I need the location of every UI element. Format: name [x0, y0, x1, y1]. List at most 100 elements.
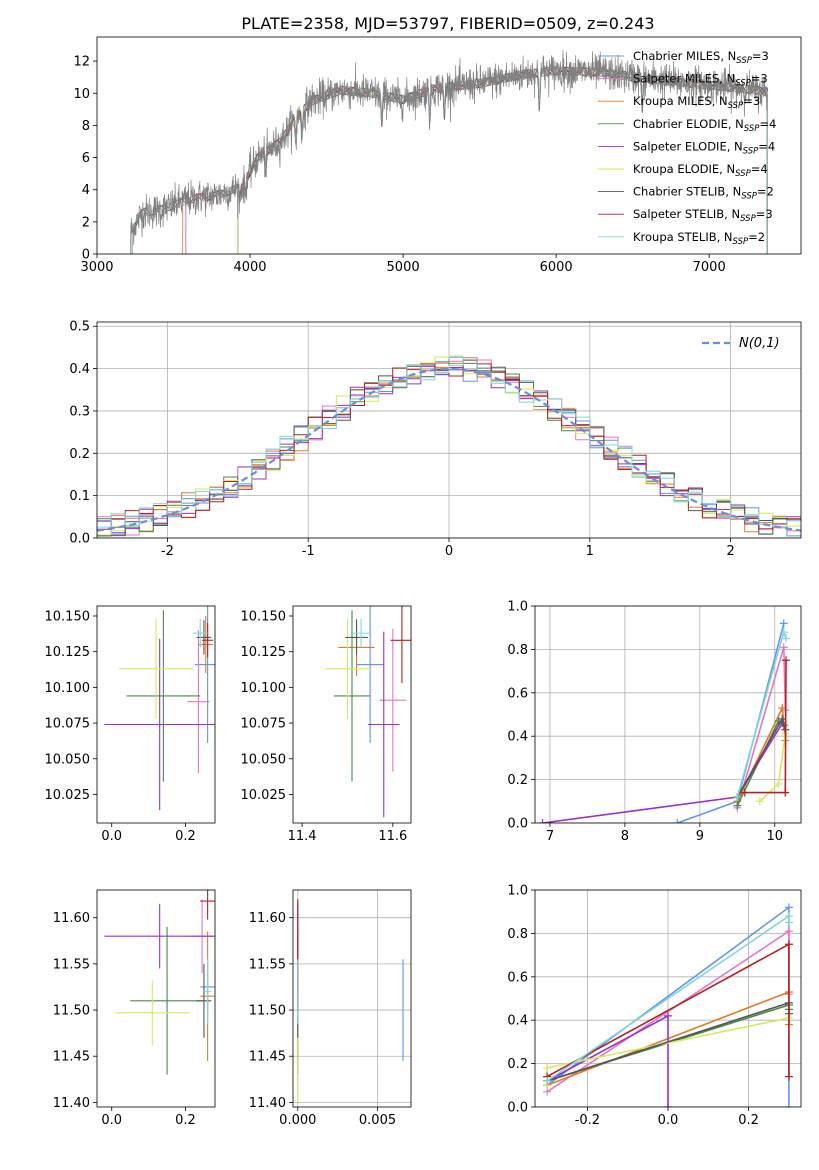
- y-tick-label: 11.55: [249, 957, 286, 972]
- data-point-marker: [784, 927, 793, 936]
- data-point-marker: [733, 792, 742, 801]
- y-tick-label: 0.1: [69, 489, 90, 504]
- data-point-marker: [740, 788, 749, 797]
- x-tick-label: 0.2: [175, 829, 196, 844]
- legend-nssp-value: =4: [751, 162, 768, 176]
- legend-label: Kroupa MILES, NSSP=3: [633, 94, 760, 111]
- x-tick-label: 0.0: [101, 829, 122, 844]
- y-tick-label: 12: [73, 55, 90, 70]
- y-tick-label: 0.6: [507, 970, 528, 985]
- x-tick-label: 8: [621, 829, 629, 844]
- mass-weight-line: [759, 733, 787, 802]
- legend-label: N(0,1): [739, 336, 780, 351]
- legend-label: Kroupa ELODIE, NSSP=4: [633, 162, 768, 179]
- y-tick-label: 8: [82, 119, 90, 134]
- x-tick-label: 7000: [693, 260, 726, 275]
- legend-label: Chabrier STELIB, NSSP=2: [633, 185, 774, 202]
- legend-nssp-subscript: SSP: [740, 214, 756, 224]
- x-tick-label: 7: [546, 829, 554, 844]
- histogram-step-line: [97, 357, 801, 528]
- y-tick-label: 11.60: [249, 911, 286, 926]
- data-point-marker: [543, 1063, 552, 1072]
- legend-nssp-label: , N: [725, 185, 741, 199]
- panel-massweight-vs-Z: -0.2 0.0 0.2 0.0 0.2 0.4 0.6 0.8 1.0: [507, 884, 802, 1128]
- plot-area-massweight-vs-Z: [535, 890, 801, 1107]
- observed-spectrum-line: [130, 49, 768, 254]
- data-point-marker: [779, 643, 788, 652]
- x-tick-label: 9: [696, 829, 704, 844]
- legend-nssp-subscript: SSP: [728, 101, 744, 111]
- legend-nssp-value: =3: [756, 207, 773, 221]
- legend-label: Chabrier ELODIE, NSSP=4: [633, 117, 776, 134]
- plot-area-spectrum: [130, 49, 768, 254]
- legend-series-name: Chabrier MILES: [633, 49, 720, 63]
- legend-label: Salpeter STELIB, NSSP=3: [633, 207, 773, 224]
- data-point-marker: [664, 1011, 672, 1020]
- y-tick-label: 1.0: [507, 884, 528, 899]
- y-tick-label: 10.125: [241, 645, 287, 660]
- y-tick-label: 11.50: [53, 1004, 90, 1019]
- y-tick-label: 0.4: [507, 1014, 528, 1029]
- y-tick-label: 0.3: [69, 404, 90, 419]
- x-tick-label: 0.0: [101, 1113, 122, 1128]
- normal-reference-curve: [97, 367, 801, 532]
- legend-nssp-label: , N: [717, 230, 733, 244]
- y-tick-label: 11.40: [53, 1096, 90, 1111]
- x-tick-label: 0.0: [658, 1113, 679, 1128]
- legend-nssp-label: , N: [712, 94, 728, 108]
- data-point-marker: [664, 1103, 672, 1107]
- x-tick-label: 5000: [387, 260, 420, 275]
- legend-nssp-value: =3: [752, 49, 769, 63]
- x-tick-label: 11.6: [378, 829, 407, 844]
- y-tick-label: 0.2: [69, 447, 90, 462]
- y-tick-label: 1.0: [507, 600, 528, 615]
- legend-nssp-subscript: SSP: [735, 169, 751, 179]
- y-tick-label: 6: [82, 151, 90, 166]
- plot-area-mass-vs-Z: [104, 890, 215, 1075]
- axes-frame: [96, 889, 216, 1108]
- y-tick-label: 11.60: [53, 911, 90, 926]
- x-tick-label: 3000: [80, 260, 113, 275]
- legend-nssp-value: =2: [757, 185, 774, 199]
- legend-series-name: Salpeter ELODIE: [633, 139, 727, 153]
- y-tick-label: 10.150: [45, 609, 91, 624]
- x-tick-label: -0.2: [575, 1113, 600, 1128]
- data-point-marker: [774, 779, 783, 788]
- legend-label: Salpeter MILES, NSSP=3: [633, 72, 768, 89]
- y-tick-label: 10.100: [241, 681, 287, 696]
- data-point-marker: [781, 788, 790, 797]
- legend-series-name: Kroupa ELODIE: [633, 162, 719, 176]
- data-point-marker: [733, 801, 742, 810]
- x-tick-label: 0.000: [279, 1113, 316, 1128]
- legend-nssp-value: =4: [758, 139, 775, 153]
- legend-nssp-label: , N: [724, 207, 740, 221]
- data-point-marker: [755, 797, 764, 806]
- axes-frame: [534, 889, 802, 1108]
- panel-mass-vs-ebv: 0.000 0.005 11.40 11.45 11.50 11.55 11.60: [249, 889, 412, 1128]
- histogram-step-line: [97, 355, 801, 536]
- y-tick-label: 10.025: [45, 788, 91, 803]
- legend-nssp-label: , N: [720, 49, 736, 63]
- x-tick-label: 2: [726, 544, 734, 559]
- legend-label: Kroupa STELIB, NSSP=2: [633, 230, 765, 247]
- y-tick-label: 10.025: [241, 788, 287, 803]
- plot-area-mass-vs-ebv: [293, 890, 411, 1107]
- legend-series-name: Salpeter STELIB: [633, 207, 724, 221]
- x-tick-label: 4000: [233, 260, 266, 275]
- axes-frame: [96, 321, 802, 539]
- y-tick-label: 0.8: [507, 927, 528, 942]
- figure-title: PLATE=2358, MJD=53797, FIBERID=0509, z=0…: [241, 14, 654, 33]
- legend-nssp-subscript: SSP: [735, 79, 751, 89]
- mass-weight-line: [542, 722, 783, 823]
- x-tick-label: 0.2: [738, 1113, 759, 1128]
- data-point-marker: [784, 918, 793, 927]
- x-tick-label: 6000: [540, 260, 573, 275]
- data-point-marker: [543, 1076, 552, 1085]
- y-tick-label: 4: [82, 183, 90, 198]
- y-tick-label: 10: [73, 87, 90, 102]
- y-tick-label: 11.55: [53, 957, 90, 972]
- y-tick-label: 10.075: [45, 717, 91, 732]
- axes-frame: [96, 36, 802, 255]
- y-tick-label: 10.100: [45, 681, 91, 696]
- y-tick-label: 0.2: [507, 1057, 528, 1072]
